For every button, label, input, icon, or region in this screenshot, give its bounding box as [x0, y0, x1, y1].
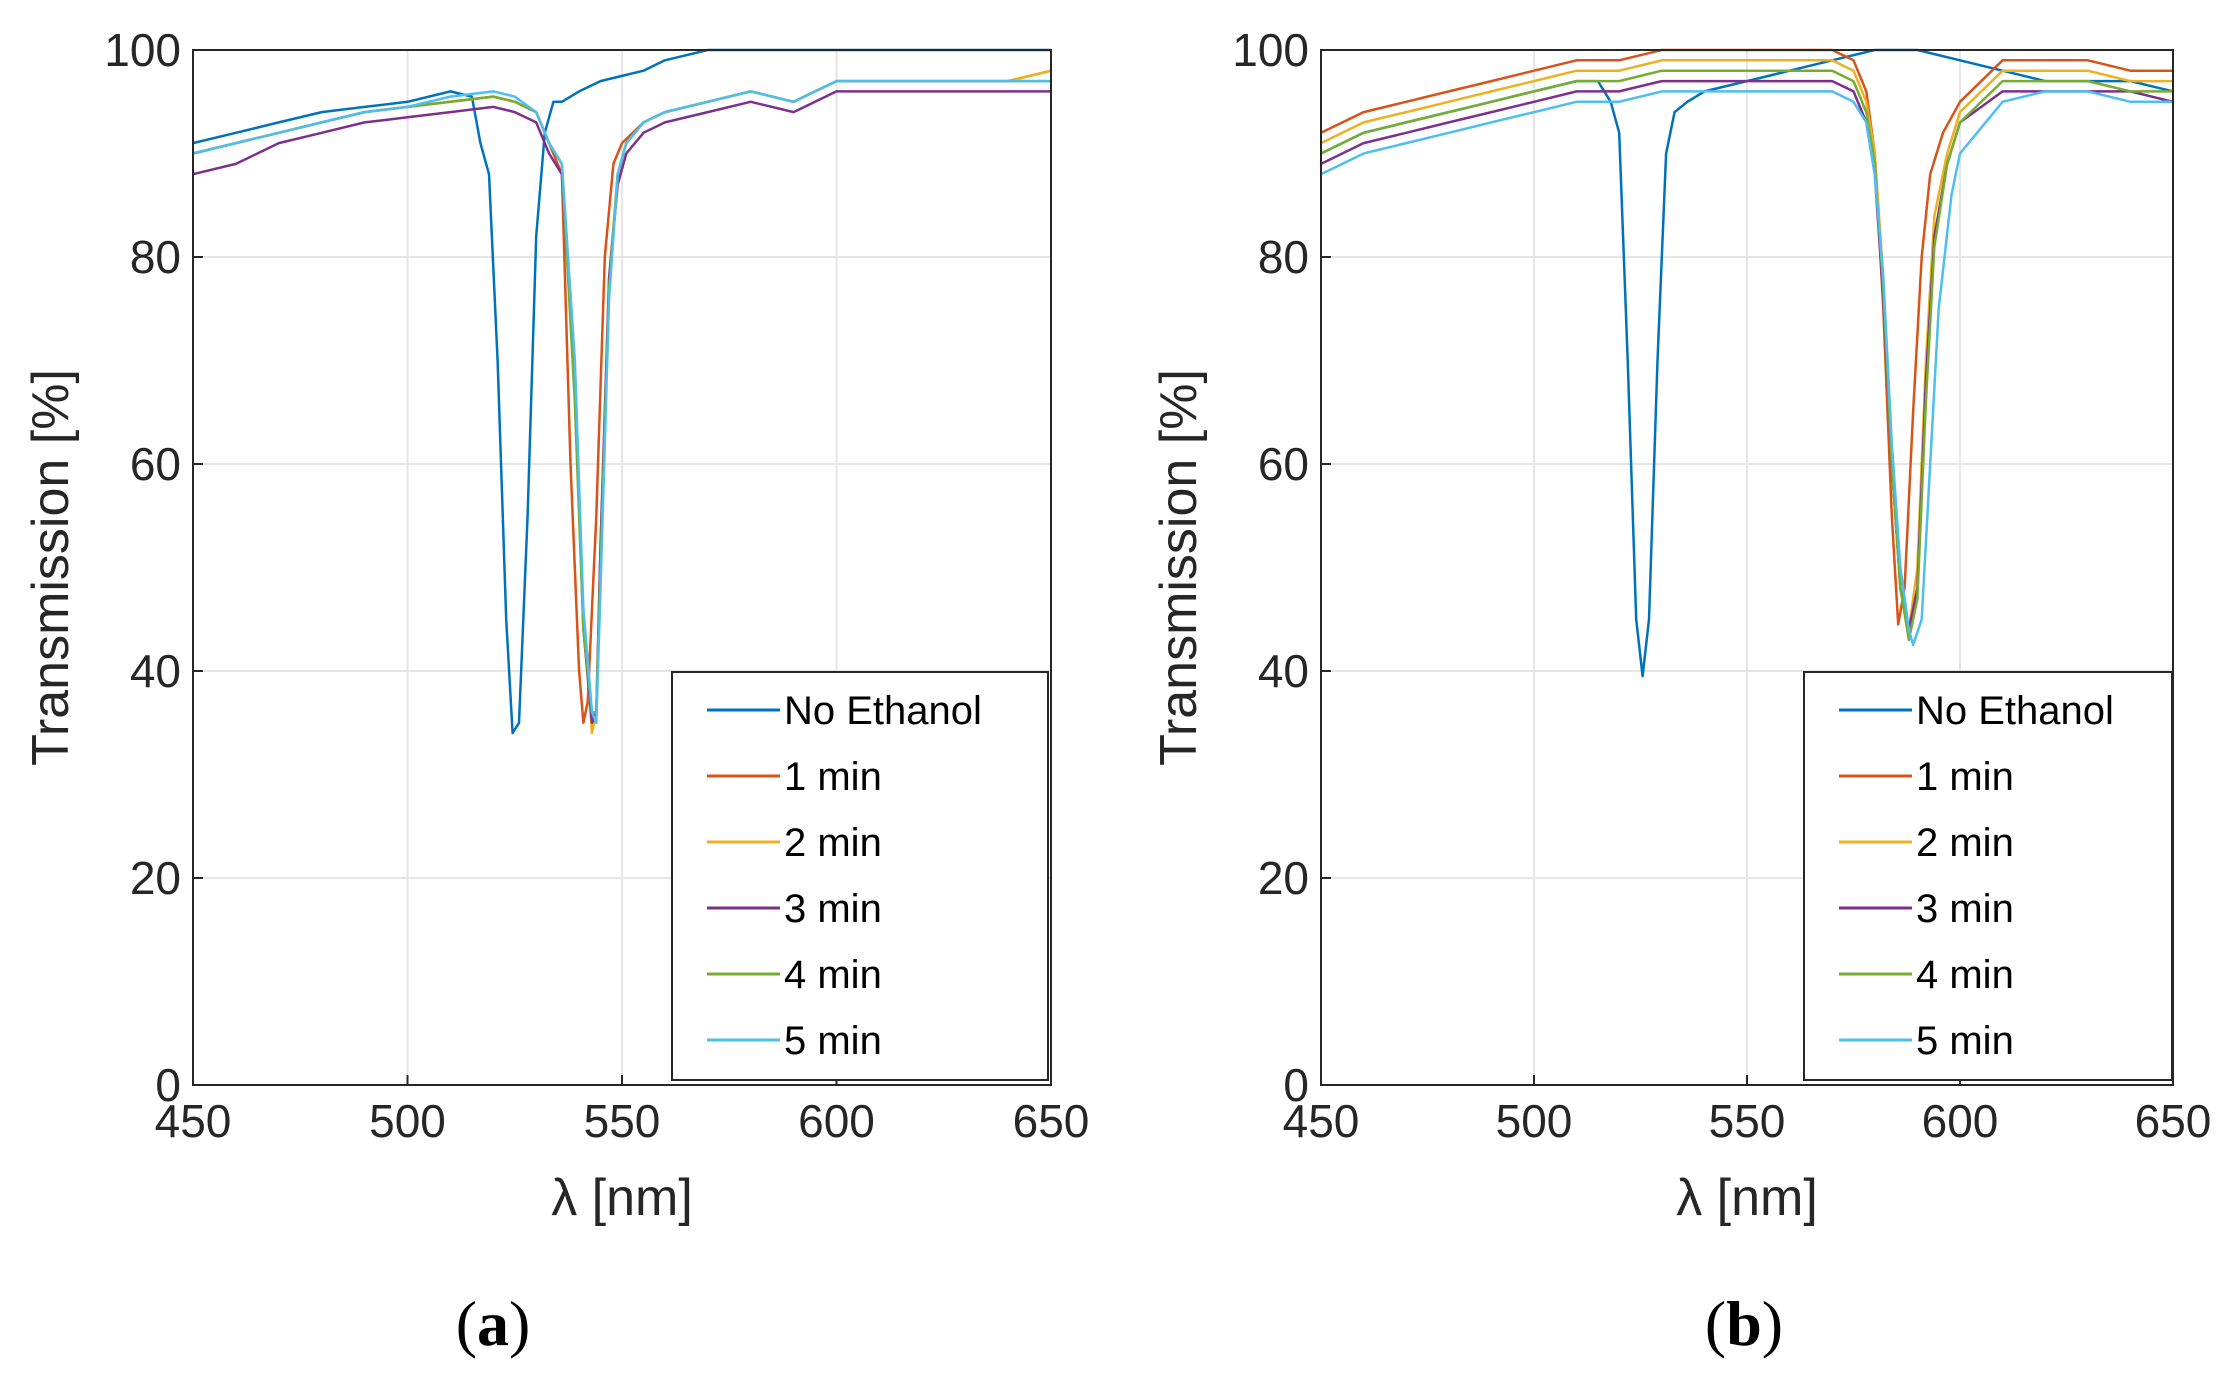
x-tick-label: 550 [584, 1095, 661, 1147]
y-tick-label: 80 [130, 231, 181, 283]
y-tick-label: 100 [1232, 24, 1309, 76]
y-tick-label: 20 [1258, 852, 1309, 904]
panel-label: (a) [456, 1288, 531, 1359]
axes-box [192, 49, 1052, 1086]
panel-label-close: ) [1762, 1288, 1783, 1359]
x-axis-label: λ [nm] [1676, 1169, 1818, 1227]
legend-label: 3 min [784, 887, 882, 931]
legend-label: No Ethanol [784, 689, 982, 733]
panel-label-close: ) [509, 1288, 530, 1359]
panel-label-open: ( [1705, 1288, 1726, 1359]
legend-label: 2 min [1916, 821, 2014, 865]
series-line-2-min [1320, 59, 2173, 631]
x-tick-label: 550 [1709, 1095, 1786, 1147]
panel-label-open: ( [456, 1288, 477, 1359]
y-tick-label: 60 [1258, 438, 1309, 490]
x-tick-label: 500 [1496, 1095, 1573, 1147]
chart-panel-b: 450 500 550 600 650 0 20 40 60 80 100 λ [nm] Transmi… [1150, 24, 2211, 1359]
y-tick-label: 0 [155, 1059, 181, 1111]
legend-label: 4 min [784, 953, 882, 997]
x-tick-label: 600 [798, 1095, 875, 1147]
panel-label: (b) [1705, 1288, 1783, 1359]
x-tick-label: 600 [1922, 1095, 1999, 1147]
chart-panel-a: 450 500 550 600 650 0 20 40 60 80 100 λ [nm] Transmi… [22, 24, 1089, 1359]
series-line-4-min [1320, 69, 2173, 642]
series-line-5-min [1320, 90, 2173, 647]
legend-label: 3 min [1916, 887, 2014, 931]
y-tick-label: 0 [1283, 1059, 1309, 1111]
legend-label: 2 min [784, 821, 882, 865]
legend-label: 1 min [784, 755, 882, 799]
x-tick-label: 500 [369, 1095, 446, 1147]
x-axis-label: λ [nm] [551, 1169, 693, 1227]
legend-label: 1 min [1916, 755, 2014, 799]
legend-label: 5 min [784, 1019, 882, 1063]
panel-label-letter: b [1726, 1288, 1762, 1359]
x-tick-label: 450 [155, 1095, 232, 1147]
panel-label-letter: a [477, 1288, 509, 1359]
legend-label: 5 min [1916, 1019, 2014, 1063]
y-tick-label: 60 [130, 438, 181, 490]
series-line-5-min [192, 79, 1051, 725]
y-tick-label: 40 [130, 645, 181, 697]
y-tick-label: 20 [130, 852, 181, 904]
y-tick-label: 80 [1258, 231, 1309, 283]
legend-label: No Ethanol [1916, 689, 2114, 733]
y-axis-label: Transmission [%] [22, 369, 80, 766]
legend-box [1803, 671, 2173, 1081]
legend-label: 4 min [1916, 953, 2014, 997]
legend: No Ethanol 1 min 2 min 3 min 4 min 5 min [671, 671, 1049, 1081]
x-tick-label: 450 [1283, 1095, 1360, 1147]
legend-box [671, 671, 1049, 1081]
legend: No Ethanol 1 min 2 min 3 min 4 min 5 min [1803, 671, 2173, 1081]
axes-box [1320, 49, 2174, 1086]
y-tick-label: 40 [1258, 645, 1309, 697]
y-axis-label: Transmission [%] [1150, 369, 1208, 766]
x-tick-label: 650 [2135, 1095, 2212, 1147]
y-tick-label: 100 [104, 24, 181, 76]
x-tick-label: 650 [1013, 1095, 1090, 1147]
